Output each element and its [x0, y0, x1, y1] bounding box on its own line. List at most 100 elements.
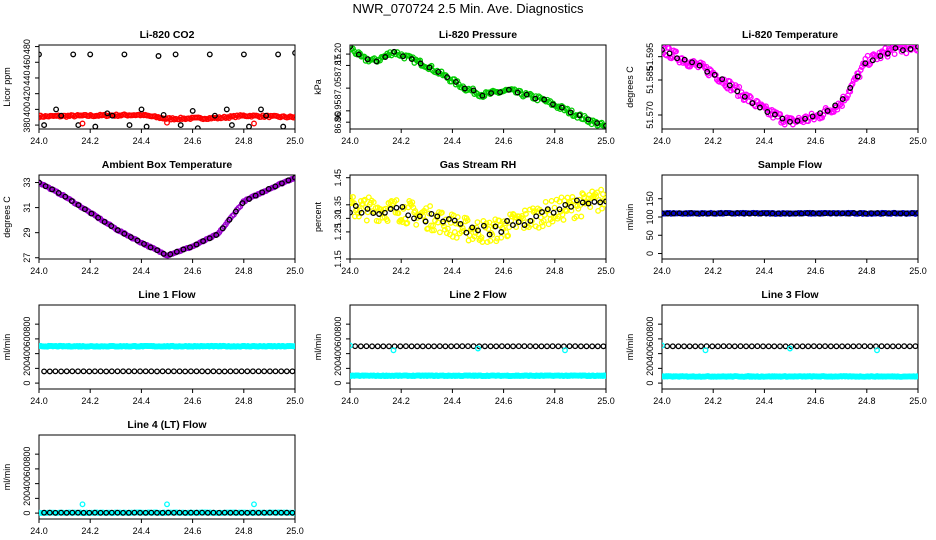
- y-tick-label: 600: [333, 331, 343, 346]
- y-tick-label: 200: [645, 361, 655, 376]
- y-tick-label: 87.05: [333, 77, 343, 100]
- y-axis-label: ml/min: [625, 204, 635, 231]
- box-temp-avg-point: [160, 250, 167, 257]
- sample-flow-avg-point: [897, 210, 904, 217]
- x-tick-label: 24.4: [756, 266, 774, 276]
- x-tick-label: 24.4: [756, 136, 774, 146]
- standards-high-point: [275, 51, 282, 58]
- y-tick-label: 400: [22, 346, 32, 361]
- y-tick-label: 0: [22, 381, 32, 386]
- line3-flow-avg-point: [805, 343, 812, 350]
- standards-low-point: [143, 123, 150, 129]
- line3-flow-avg-point: [777, 343, 783, 350]
- line2-flow-avg-point: [583, 343, 590, 350]
- temperature-avg-point: [884, 50, 891, 57]
- temperature-avg-point: [756, 104, 763, 111]
- box-temp-avg-point: [154, 247, 161, 254]
- temperature-avg-point: [869, 57, 876, 64]
- panel-sample-flow: Sample Flow ml/min 24.0 24.2 24.4 24.6 24.8 25.…: [625, 159, 927, 276]
- rh-point: [540, 217, 547, 224]
- y-tick-label: 150: [645, 191, 655, 206]
- line4-flow-avg-point: [148, 509, 155, 516]
- line2-flow-avg-point: [465, 343, 471, 350]
- sample-flow-avg-point: [856, 210, 863, 217]
- line2-flow-avg-point: [374, 343, 381, 350]
- line3-flow-spikes-point: [787, 345, 793, 352]
- standards-high-point: [240, 51, 247, 58]
- line1-flow-avg-point: [80, 368, 87, 375]
- rh-point: [559, 211, 566, 218]
- rh-point: [520, 215, 526, 222]
- sample-flow-avg-point: [909, 210, 916, 217]
- x-tick-label: 24.0: [30, 266, 48, 276]
- line1-flow-avg-point: [108, 368, 115, 375]
- panel-title: Sample Flow: [758, 159, 823, 171]
- rh-point: [360, 197, 367, 204]
- rh-avg-point: [451, 217, 458, 224]
- box-temp-avg-point: [239, 200, 246, 207]
- line4-flow-avg-point: [165, 509, 172, 516]
- line4-flow-avg-point: [227, 509, 234, 516]
- rh-point: [498, 234, 505, 241]
- rh-avg-point: [352, 203, 359, 209]
- sample-flow-avg-point: [676, 210, 683, 217]
- rh-avg-point: [585, 200, 592, 207]
- x-tick-label: 25.0: [597, 396, 615, 406]
- line2-flow-avg-point: [453, 343, 460, 350]
- line3-flow-avg-point: [827, 343, 834, 350]
- sample-flow-avg-point: [711, 210, 718, 217]
- sample-flow-avg-point: [798, 210, 805, 217]
- rh-avg-point: [393, 204, 400, 211]
- temperature-point: [781, 121, 788, 128]
- line4-flow-avg-point: [272, 509, 279, 516]
- rh-avg-point: [440, 218, 447, 225]
- pressure-avg-point: [435, 68, 442, 75]
- x-tick-label: 24.2: [81, 266, 99, 276]
- line4-flow-avg-point: [120, 509, 127, 516]
- standards-low-point: [246, 123, 252, 129]
- rh-point: [409, 199, 416, 206]
- line4-flow-avg-point: [176, 509, 183, 516]
- sample-flow-avg-point: [880, 210, 887, 217]
- rh-point: [489, 231, 496, 238]
- line1-flow-avg-point: [266, 368, 273, 375]
- temperature-point: [891, 51, 898, 58]
- pressure-avg-point: [373, 58, 380, 65]
- x-tick-label: 24.0: [653, 396, 671, 406]
- sample-flow-avg-point: [885, 210, 892, 217]
- line2-flow-avg-point: [504, 343, 511, 350]
- line1-flow-avg-point: [272, 368, 279, 375]
- temperature-avg-point: [764, 109, 771, 115]
- rh-point: [578, 213, 585, 220]
- y-tick-label: 0: [333, 381, 343, 386]
- y-tick-label: 800: [22, 317, 32, 332]
- series-group: [662, 342, 918, 380]
- panel-title: Li-820 Pressure: [439, 29, 517, 41]
- box-temp-avg-point: [95, 214, 102, 221]
- line4-flow-spikes-point: [164, 501, 170, 508]
- sample-flow-avg-point: [915, 210, 918, 217]
- x-tick-label: 25.0: [597, 136, 615, 146]
- standards-high-point: [189, 107, 196, 114]
- x-tick-label: 24.6: [495, 266, 513, 276]
- x-tick-label: 24.2: [704, 136, 722, 146]
- line4-flow-avg-point: [131, 509, 138, 516]
- sample-flow-avg-point: [763, 210, 770, 217]
- standards-high-point: [138, 106, 145, 113]
- pressure-point: [355, 49, 362, 56]
- line3-flow-avg-point: [692, 343, 699, 350]
- temperature-avg-point: [817, 110, 824, 117]
- x-tick-label: 24.6: [807, 266, 825, 276]
- sample-flow-avg-point: [699, 210, 706, 217]
- line3-flow-avg-point: [681, 343, 688, 350]
- series-group: [39, 501, 295, 516]
- rh-avg-point: [573, 197, 580, 204]
- standards-low-point: [160, 111, 167, 118]
- y-tick-label: 200: [333, 361, 343, 376]
- pressure-avg-point: [426, 64, 433, 71]
- y-axis-label: ml/min: [313, 334, 323, 361]
- line2-flow-avg-point: [369, 343, 376, 350]
- line4-flow-avg-point: [69, 509, 76, 516]
- y-axis-label: degrees C: [625, 66, 635, 108]
- page-title: NWR_070724 2.5 Min. Ave. Diagnostics: [352, 1, 584, 16]
